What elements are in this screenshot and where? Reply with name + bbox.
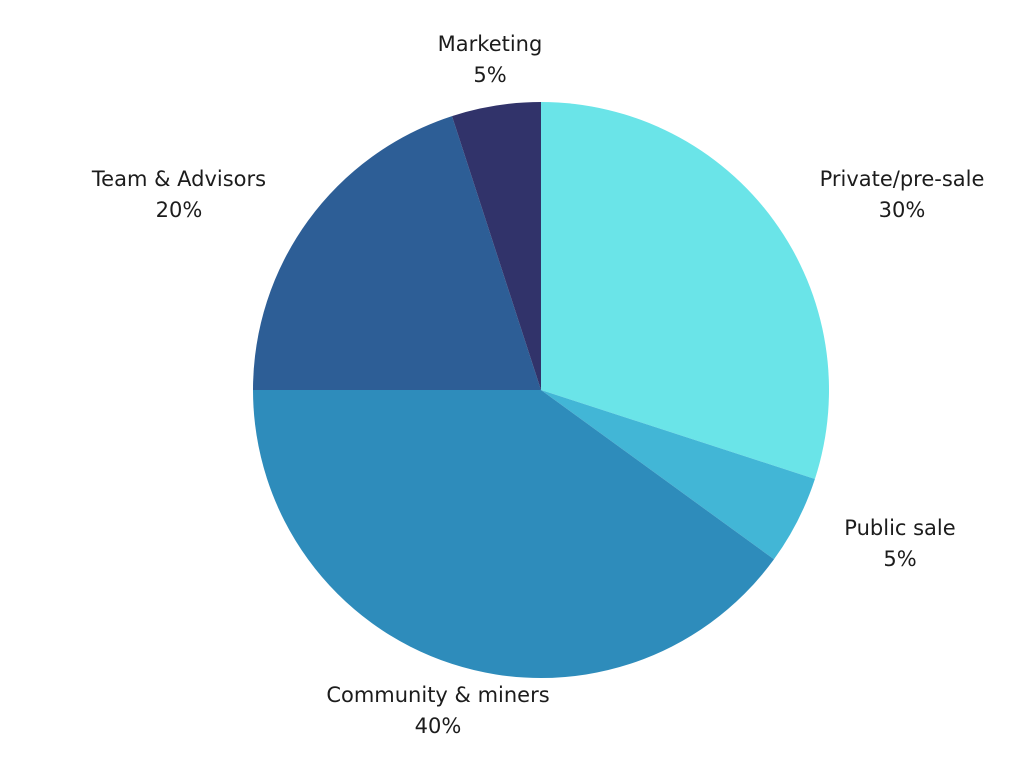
pie-slice-private-pre-sale bbox=[541, 102, 829, 479]
pie-slice-marketing bbox=[452, 102, 541, 390]
value-marketing: 5% bbox=[473, 63, 506, 87]
value-private-pre-sale: 30% bbox=[879, 198, 926, 222]
pie-slice-public-sale bbox=[541, 390, 815, 560]
label-team-advisors: Team & Advisors bbox=[91, 167, 266, 191]
value-community-miners: 40% bbox=[415, 714, 462, 738]
label-marketing: Marketing bbox=[438, 32, 543, 56]
value-public-sale: 5% bbox=[883, 547, 916, 571]
label-private-pre-sale: Private/pre-sale bbox=[820, 167, 985, 191]
pie-slice-team-advisors bbox=[253, 116, 541, 390]
label-community-miners: Community & miners bbox=[326, 683, 549, 707]
label-public-sale: Public sale bbox=[844, 516, 955, 540]
pie-slice-community-miners bbox=[252, 390, 774, 679]
value-team-advisors: 20% bbox=[156, 198, 203, 222]
pie-slices bbox=[252, 102, 829, 679]
